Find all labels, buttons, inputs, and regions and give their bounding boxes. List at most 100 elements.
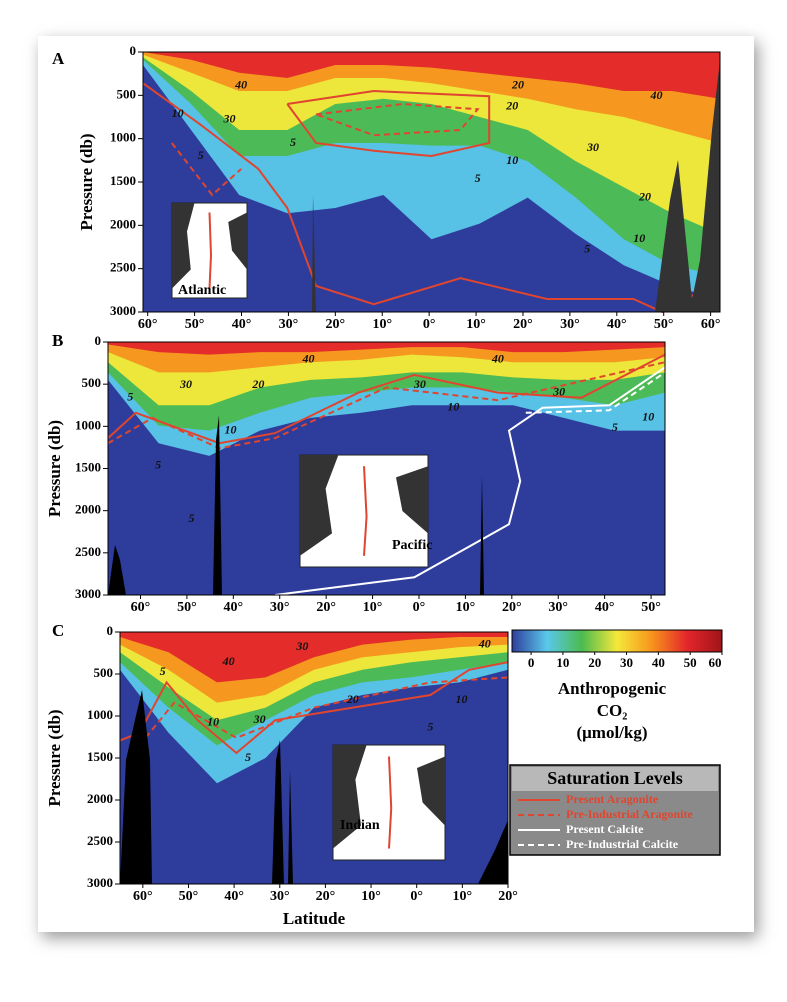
contour-label: 5 xyxy=(160,664,166,678)
inset-land xyxy=(172,203,247,289)
x-tick-label: 30° xyxy=(270,600,290,615)
colorbar-title: (μmol/kg) xyxy=(576,723,647,742)
legend-label: Present Calcite xyxy=(566,822,644,836)
contour-label: 40 xyxy=(491,351,504,365)
x-tick-label: 20° xyxy=(502,600,522,615)
y-tick-label: 2000 xyxy=(87,791,113,806)
bathymetry xyxy=(120,690,152,884)
colorbar-tick-label: 0 xyxy=(528,655,535,670)
contour-label: 10 xyxy=(455,692,467,706)
y-tick-label: 0 xyxy=(130,43,137,58)
panel-letter: C xyxy=(52,621,64,640)
contour-label: 30 xyxy=(552,384,565,398)
y-tick-label: 1000 xyxy=(75,417,101,432)
contour-label: 5 xyxy=(290,135,296,149)
contour-label: 5 xyxy=(155,458,161,472)
inset-label: Atlantic xyxy=(178,283,226,298)
y-tick-label: 1000 xyxy=(110,130,136,145)
contour-label: 10 xyxy=(506,153,518,167)
y-tick-label: 0 xyxy=(107,623,114,638)
saturation-line xyxy=(171,142,242,197)
contour-label: 10 xyxy=(447,400,459,414)
y-tick-label: 1000 xyxy=(87,707,113,722)
y-axis-title: Pressure (db) xyxy=(77,133,96,230)
y-tick-label: 500 xyxy=(94,665,114,680)
x-tick-label: 0° xyxy=(413,600,426,615)
x-tick-label: 10° xyxy=(466,317,486,332)
y-tick-label: 1500 xyxy=(110,173,136,188)
x-tick-label: 20° xyxy=(316,600,336,615)
x-tick-label: 10° xyxy=(456,600,476,615)
contour-label: 5 xyxy=(612,420,618,434)
contour-label: 30 xyxy=(295,639,308,653)
x-tick-label: 10° xyxy=(372,317,392,332)
x-tick-label: 0° xyxy=(423,317,436,332)
x-tick-label: 30° xyxy=(279,317,299,332)
x-tick-label: 10° xyxy=(363,600,383,615)
co2-band xyxy=(120,632,508,683)
contour-label: 40 xyxy=(302,351,315,365)
contour-label: 30 xyxy=(179,377,192,391)
x-tick-label: 50° xyxy=(179,889,199,904)
saturation-line xyxy=(274,366,666,596)
contour-label: 5 xyxy=(584,241,590,255)
y-tick-label: 3000 xyxy=(75,586,101,601)
x-axis-title: Latitude xyxy=(283,909,346,928)
x-tick-label: 20° xyxy=(326,317,346,332)
contour-label: 10 xyxy=(207,714,219,728)
y-tick-label: 2500 xyxy=(87,833,113,848)
x-tick-label: 60° xyxy=(701,317,721,332)
legend-label: Pre-Industrial Calcite xyxy=(566,837,679,851)
legend-title: Saturation Levels xyxy=(547,768,683,788)
y-tick-label: 2000 xyxy=(75,502,101,517)
x-tick-label: 40° xyxy=(232,317,252,332)
saturation-line xyxy=(107,361,666,450)
bathymetry xyxy=(655,60,720,312)
bathymetry xyxy=(108,545,126,595)
legend-title-box xyxy=(512,767,718,791)
colorbar-tick-label: 50 xyxy=(684,655,697,670)
colorbar-tick-label: 10 xyxy=(556,655,569,670)
colorbar-tick-label: 60 xyxy=(709,655,722,670)
inset-land xyxy=(333,745,445,849)
y-tick-label: 2500 xyxy=(110,260,136,275)
x-tick-label: 30° xyxy=(548,600,568,615)
x-tick-label: 60° xyxy=(133,889,153,904)
x-tick-label: 0° xyxy=(410,889,423,904)
contour-label: 5 xyxy=(475,171,481,185)
y-tick-label: 500 xyxy=(117,86,137,101)
colorbar-tick-label: 30 xyxy=(620,655,633,670)
saturation-line xyxy=(286,89,491,158)
x-tick-label: 60° xyxy=(131,600,151,615)
contour-label: 30 xyxy=(253,712,266,726)
y-tick-label: 2000 xyxy=(110,216,136,231)
x-tick-label: 40° xyxy=(607,317,627,332)
contour-label: 20 xyxy=(251,377,264,391)
bathymetry xyxy=(478,820,508,884)
x-tick-label: 20° xyxy=(316,889,336,904)
x-tick-label: 40° xyxy=(595,600,615,615)
contour-label: 20 xyxy=(346,692,359,706)
contour-label: 5 xyxy=(245,750,251,764)
contour-label: 10 xyxy=(172,106,184,120)
x-tick-label: 20° xyxy=(513,317,533,332)
contour-label: 5 xyxy=(198,148,204,162)
bathymetry xyxy=(272,740,284,884)
inset-track xyxy=(363,466,368,556)
contour-label: 30 xyxy=(586,140,599,154)
colorbar-tick-label: 40 xyxy=(652,655,665,670)
colorbar-title: Anthropogenic xyxy=(558,679,667,698)
bathymetry xyxy=(312,195,316,312)
contour-label: 5 xyxy=(189,511,195,525)
panel-letter: B xyxy=(52,331,63,350)
bathymetry xyxy=(213,415,222,595)
x-tick-label: 10° xyxy=(361,889,381,904)
contour-label: 30 xyxy=(223,111,236,125)
contour-label: 10 xyxy=(642,410,654,424)
contour-label: 40 xyxy=(234,78,247,92)
co2-band xyxy=(143,52,720,99)
x-tick-label: 20° xyxy=(498,889,518,904)
x-tick-label: 40° xyxy=(224,889,244,904)
y-tick-label: 3000 xyxy=(110,303,136,318)
